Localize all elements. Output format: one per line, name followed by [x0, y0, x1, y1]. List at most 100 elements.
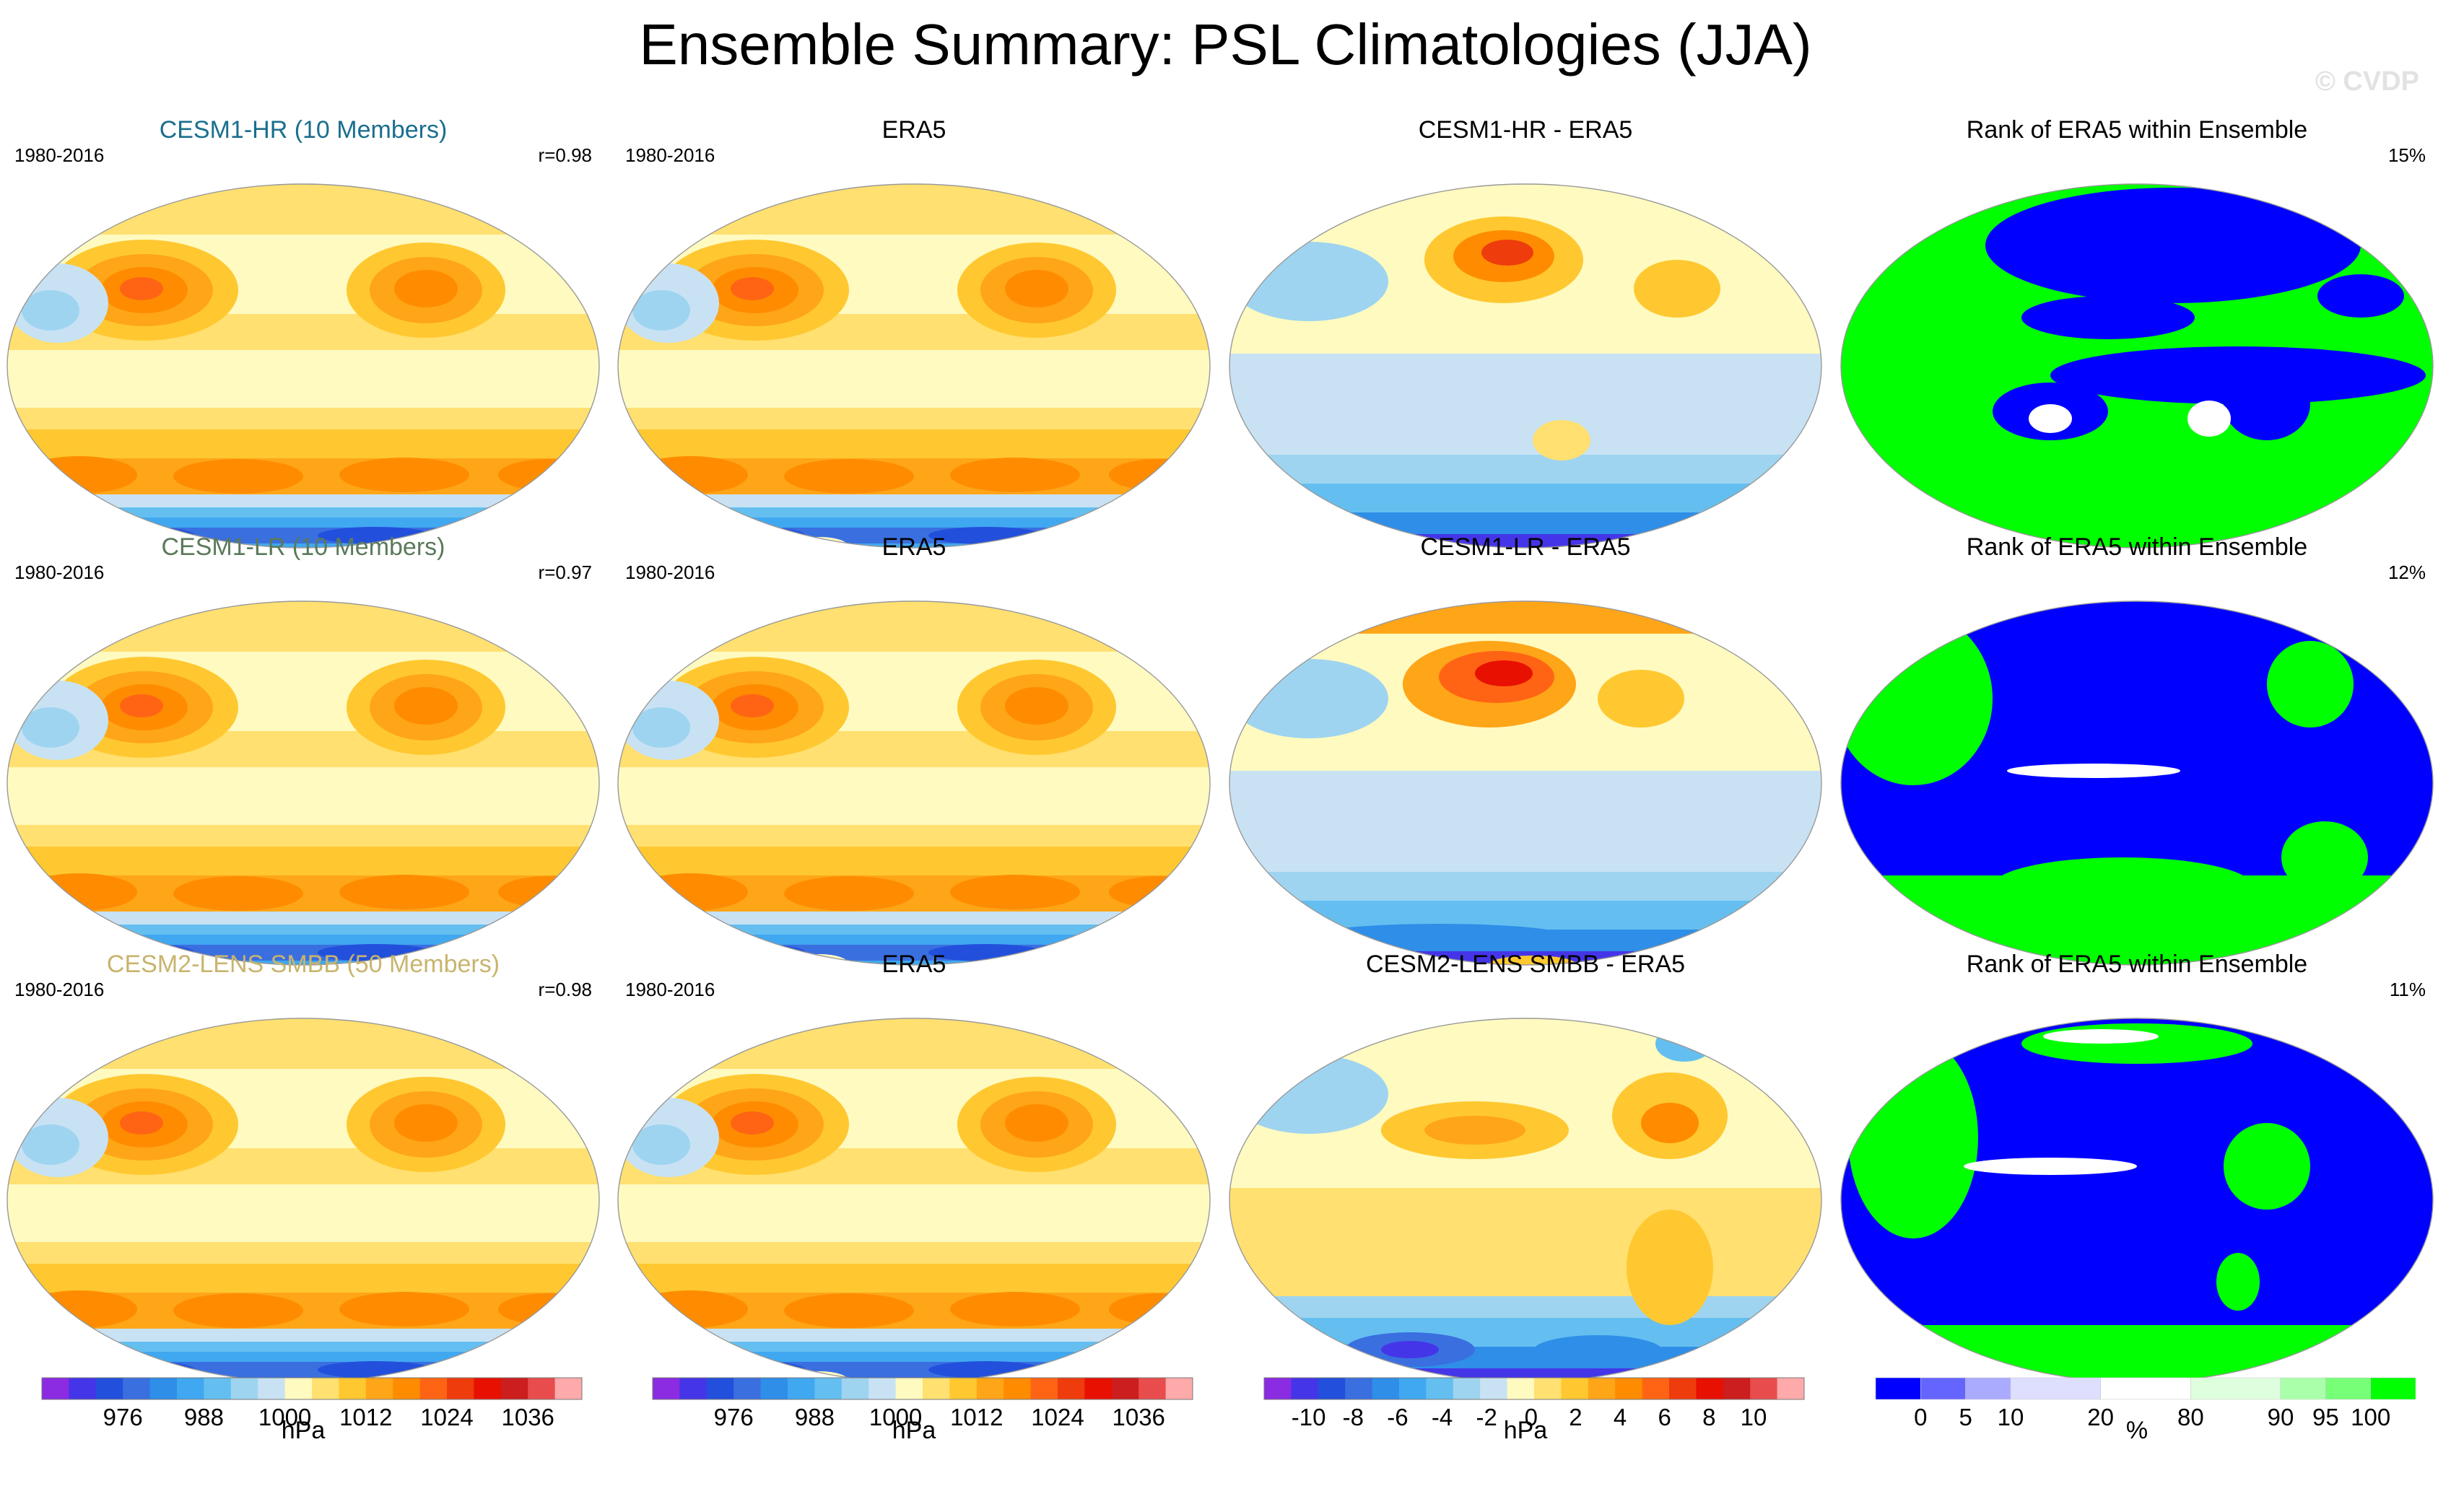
colorbar: 976 988 1000 1012 1024 1036 hPa: [611, 1368, 1217, 1512]
map-panel: ERA5 1980-2016: [611, 533, 1217, 966]
panel-title: Rank of ERA5 within Ensemble: [1966, 116, 2308, 144]
colorbar-unit: hPa: [892, 1417, 936, 1444]
colorbar-swatch: [393, 1378, 421, 1399]
world-map-rank: [1840, 600, 2434, 966]
period-label: 1980-2016: [14, 144, 105, 166]
colorbar-swatch: [1669, 1378, 1697, 1399]
colorbar-swatch: [1345, 1378, 1373, 1399]
world-map-model: [6, 600, 600, 966]
colorbar-tick-label: 1024: [420, 1404, 473, 1430]
stat-label: 15%: [2387, 144, 2426, 166]
colorbar-swatch: [204, 1378, 232, 1399]
panel-title: ERA5: [881, 116, 946, 144]
colorbar-swatch: [1426, 1378, 1454, 1399]
colorbar-swatch: [1372, 1378, 1400, 1399]
colorbar-swatch: [1139, 1378, 1167, 1399]
colorbar-tick-label: 976: [714, 1404, 754, 1430]
colorbar-swatch: [1615, 1378, 1643, 1399]
colorbar-swatch: [312, 1378, 339, 1399]
colorbar-tick-label: 80: [2177, 1404, 2204, 1430]
colorbar-tick-label: 100: [2351, 1404, 2390, 1430]
map-panel: CESM2-LENS SMBB (50 Members) 1980-2016 r=0…: [0, 950, 606, 1383]
colorbar-swatch: [1058, 1378, 1085, 1399]
colorbar-tick-label: 2: [1569, 1404, 1582, 1430]
colorbar-tick-label: 10: [1741, 1404, 1767, 1430]
colorbar-swatch: [69, 1378, 97, 1399]
world-map-obs: [617, 183, 1211, 549]
colorbar-swatch: [1534, 1378, 1562, 1399]
map-outline: [1840, 183, 2434, 549]
colorbar-swatch: [554, 1378, 583, 1399]
colorbar-swatch: [1642, 1378, 1670, 1399]
panel-title: CESM2-LENS SMBB - ERA5: [1365, 951, 1686, 978]
colorbar-swatch: [123, 1378, 151, 1399]
colorbar-swatch: [2010, 1377, 2101, 1400]
colorbar-tick-label: 5: [1959, 1404, 1972, 1430]
map-panel: Rank of ERA5 within Ensemble 12%: [1834, 533, 2440, 966]
colorbar-swatch: [868, 1378, 897, 1399]
colorbar: 976 988 1000 1012 1024 1036 hPa: [0, 1368, 606, 1512]
colorbar-unit: %: [2125, 1417, 2149, 1444]
colorbar-swatch: [679, 1378, 708, 1399]
colorbar-unit: hPa: [281, 1417, 326, 1444]
panel-title: CESM2-LENS SMBB (50 Members): [106, 951, 500, 978]
colorbar-swatch: [2325, 1377, 2371, 1400]
colorbar-swatch: [500, 1378, 528, 1399]
world-map-model: [6, 183, 600, 549]
cvdp-watermark: © CVDP: [2315, 66, 2419, 97]
map-outline: [6, 600, 600, 966]
colorbar-tick-label: 90: [2268, 1404, 2294, 1430]
panel-title: CESM1-HR - ERA5: [1418, 116, 1633, 144]
colorbar-swatch: [447, 1378, 474, 1399]
colorbar-swatch: [1965, 1377, 2011, 1400]
colorbar-swatch: [1165, 1378, 1193, 1399]
colorbar-swatch: [230, 1378, 258, 1399]
colorbar-tick-label: 1024: [1031, 1404, 1084, 1430]
colorbar-swatch: [419, 1378, 448, 1399]
colorbar-swatch: [1111, 1378, 1139, 1399]
world-map-diff: [1229, 183, 1822, 549]
colorbar-swatch: [1561, 1378, 1589, 1399]
colorbar-swatch: [2280, 1377, 2326, 1400]
period-label: 1980-2016: [14, 561, 105, 583]
colorbar-tick-label: -6: [1387, 1404, 1408, 1430]
colorbar-swatch: [1030, 1378, 1058, 1399]
colorbar-swatch: [1453, 1378, 1481, 1399]
map-outline: [617, 183, 1211, 549]
colorbar-swatch: [528, 1378, 556, 1399]
map-panel: ERA5 1980-2016: [611, 115, 1217, 549]
colorbar-tick-label: 20: [2087, 1404, 2114, 1430]
stat-label: 11%: [2389, 979, 2426, 1000]
colorbar-swatch: [706, 1378, 734, 1399]
colorbar-swatch: [365, 1378, 393, 1399]
panel-title: ERA5: [881, 951, 946, 978]
period-label: 1980-2016: [625, 979, 715, 1000]
colorbar-swatch: [1750, 1378, 1778, 1399]
colorbar-tick-label: 988: [795, 1404, 835, 1430]
colorbar-swatch: [814, 1378, 843, 1399]
colorbar-swatch: [1588, 1378, 1616, 1399]
colorbar-swatch: [653, 1378, 680, 1399]
colorbar-tick-label: -4: [1432, 1404, 1453, 1430]
colorbar-swatch: [733, 1378, 762, 1399]
map-panel: ERA5 1980-2016: [611, 950, 1217, 1383]
colorbar-tick-label: 1036: [501, 1404, 554, 1430]
map-outline: [617, 600, 1211, 966]
world-map-diff: [1229, 1018, 1822, 1383]
map-panel: CESM1-HR (10 Members) 1980-2016 r=0.98: [0, 115, 606, 549]
figure-title: Ensemble Summary: PSL Climatologies (JJA…: [639, 12, 1812, 77]
colorbar-swatch: [2370, 1377, 2416, 1400]
colorbar-swatch: [1875, 1377, 1921, 1400]
colorbar-swatch: [1264, 1378, 1292, 1399]
period-label: 1980-2016: [625, 144, 715, 166]
colorbar-swatch: [923, 1378, 950, 1399]
colorbar-swatch: [95, 1378, 123, 1399]
map-panel: CESM2-LENS SMBB - ERA5: [1222, 950, 1829, 1383]
panel-title: Rank of ERA5 within Ensemble: [1966, 951, 2308, 978]
colorbar-swatch: [976, 1378, 1004, 1399]
world-map-obs: [617, 600, 1211, 966]
colorbar-tick-label: 1036: [1112, 1404, 1164, 1430]
colorbar-tick-label: 4: [1614, 1404, 1627, 1430]
period-label: 1980-2016: [625, 561, 715, 583]
colorbar-tick-label: 1012: [339, 1404, 392, 1430]
